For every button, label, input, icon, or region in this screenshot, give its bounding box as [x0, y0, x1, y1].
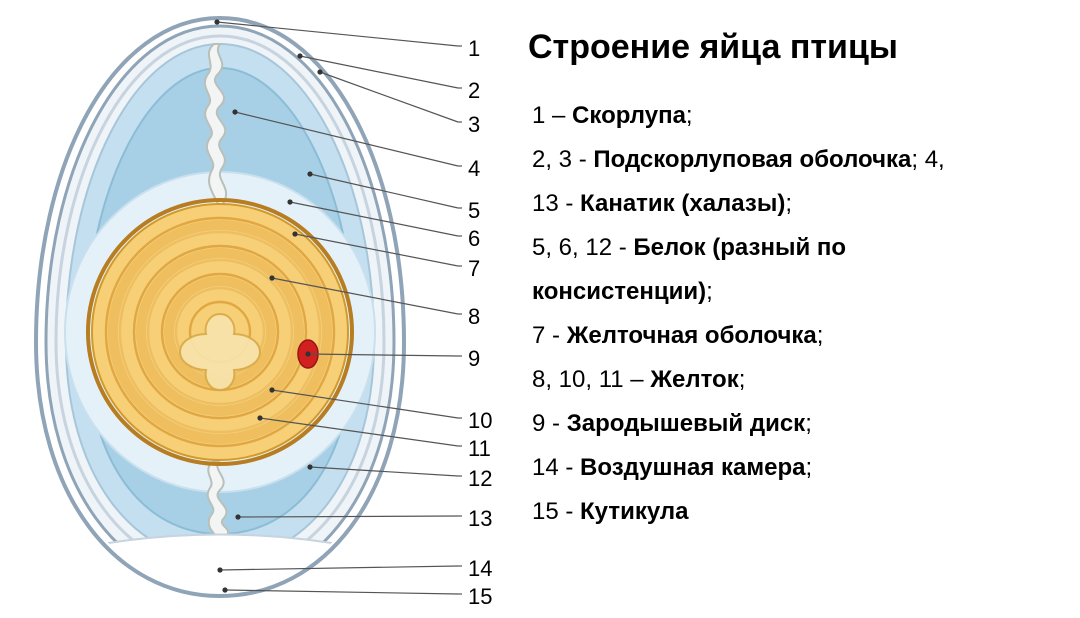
legend-row: 9 - Зародышевый диск;: [532, 403, 1064, 445]
label-9: 9: [468, 346, 480, 372]
legend-row: 13 - Канатик (халазы);: [532, 183, 1064, 225]
label-2: 2: [468, 78, 480, 104]
egg-svg: [20, 12, 500, 606]
label-6: 6: [468, 226, 480, 252]
legend-row: 1 – Скорлупа;: [532, 95, 1064, 137]
legend-row: 5, 6, 12 - Белок (разный по: [532, 227, 1064, 269]
legend-row: консистенции);: [532, 271, 1064, 313]
label-10: 10: [468, 408, 492, 434]
legend-row: 15 - Кутикула: [532, 491, 1064, 533]
label-12: 12: [468, 466, 492, 492]
diagram-title: Строение яйца птицы: [528, 28, 1064, 67]
label-14: 14: [468, 556, 492, 582]
label-13: 13: [468, 506, 492, 532]
legend-row: 14 - Воздушная камера;: [532, 447, 1064, 489]
legend-row: 8, 10, 11 – Желток;: [532, 359, 1064, 401]
label-1: 1: [468, 36, 480, 62]
label-8: 8: [468, 304, 480, 330]
label-5: 5: [468, 198, 480, 224]
legend-list: 1 – Скорлупа;2, 3 - Подскорлуповая оболо…: [532, 95, 1064, 533]
legend-row: 2, 3 - Подскорлуповая оболочка; 4,: [532, 139, 1064, 181]
label-11: 11: [468, 436, 491, 462]
legend-row: 7 - Желточная оболочка;: [532, 315, 1064, 357]
label-3: 3: [468, 112, 480, 138]
egg-diagram: 123456789101112131415: [0, 0, 520, 618]
label-7: 7: [468, 256, 480, 282]
legend-panel: Строение яйца птицы 1 – Скорлупа;2, 3 - …: [520, 0, 1080, 618]
label-15: 15: [468, 584, 492, 610]
label-4: 4: [468, 156, 480, 182]
